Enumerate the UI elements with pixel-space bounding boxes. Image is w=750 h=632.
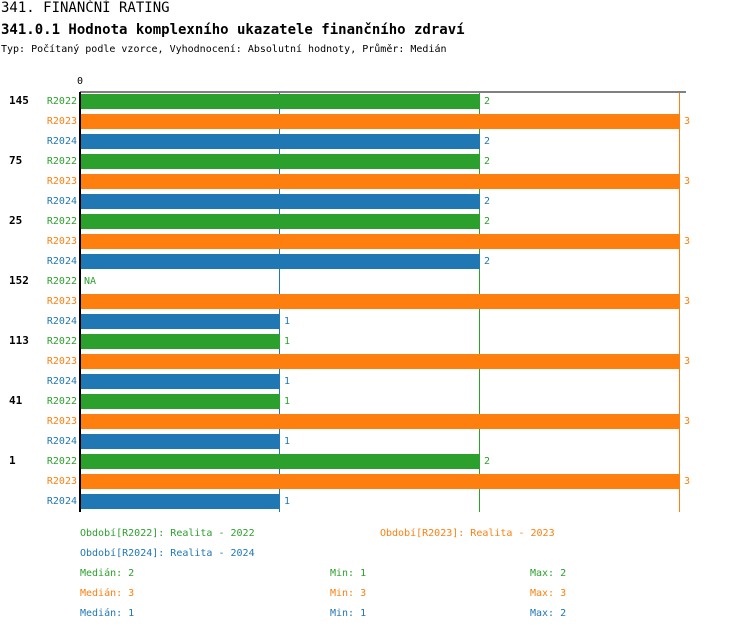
value-label-r2023: 3 <box>684 416 690 427</box>
chart-subtitle: 341.0.1 Hodnota komplexního ukazatele fi… <box>1 22 465 38</box>
group-label: 152 <box>9 274 29 287</box>
x-axis-zero-label: 0 <box>77 76 83 87</box>
group-label: 41 <box>9 394 23 407</box>
bar-r2023-g152 <box>80 294 680 309</box>
bar-r2024-g145 <box>80 134 480 149</box>
value-label-r2022: 2 <box>484 96 490 107</box>
stat-min-r2023: Min: 3 <box>330 588 367 599</box>
value-label-r2022: 1 <box>284 396 290 407</box>
bar-r2022-g145 <box>80 94 480 109</box>
bar-r2024-g113 <box>80 374 280 389</box>
stat-median-r2023: Medián: 3 <box>80 588 135 599</box>
bar-r2023-g113 <box>80 354 680 369</box>
group-label: 25 <box>9 214 22 227</box>
series-label-r2023: R2023 <box>47 116 77 127</box>
group-label: 113 <box>9 334 29 347</box>
series-label-r2023: R2023 <box>47 356 77 367</box>
bar-r2023-g145 <box>80 114 680 129</box>
bar-r2022-g75 <box>80 154 480 169</box>
stat-median-r2022: Medián: 2 <box>80 568 135 579</box>
bar-r2023-g1 <box>80 474 680 489</box>
series-label-r2024: R2024 <box>47 136 77 147</box>
value-label-r2023: 3 <box>684 116 690 127</box>
bar-r2024-g41 <box>80 434 280 449</box>
bar-r2022-g113 <box>80 334 280 349</box>
value-label-r2022: 1 <box>284 336 290 347</box>
bar-r2023-g25 <box>80 234 680 249</box>
series-label-r2024: R2024 <box>47 376 77 387</box>
series-label-r2022: R2022 <box>47 336 77 347</box>
bar-r2024-g75 <box>80 194 480 209</box>
value-label-r2023: 3 <box>684 176 690 187</box>
bar-r2022-g41 <box>80 394 280 409</box>
value-label-r2022: NA <box>84 276 96 287</box>
value-label-r2022: 2 <box>484 456 490 467</box>
value-label-r2024: 1 <box>284 376 290 387</box>
legend-period-r2023: Období[R2023]: Realita - 2023 <box>380 528 555 539</box>
bar-r2023-g75 <box>80 174 680 189</box>
bar-r2022-g1 <box>80 454 480 469</box>
series-label-r2023: R2023 <box>47 296 77 307</box>
value-label-r2023: 3 <box>684 296 690 307</box>
value-label-r2024: 2 <box>484 136 490 147</box>
series-label-r2022: R2022 <box>47 456 77 467</box>
group-label: 1 <box>9 454 16 467</box>
value-label-r2024: 1 <box>284 436 290 447</box>
series-label-r2022: R2022 <box>47 156 77 167</box>
value-label-r2024: 2 <box>484 256 490 267</box>
bar-r2022-g25 <box>80 214 480 229</box>
group-label: 145 <box>9 94 29 107</box>
value-label-r2022: 2 <box>484 216 490 227</box>
series-label-r2023: R2023 <box>47 176 77 187</box>
value-label-r2024: 2 <box>484 196 490 207</box>
stat-median-r2024: Medián: 1 <box>80 608 135 619</box>
page-title: 341. FINANČNÍ RATING <box>1 0 170 16</box>
value-label-r2022: 2 <box>484 156 490 167</box>
series-label-r2023: R2023 <box>47 476 77 487</box>
stat-min-r2022: Min: 1 <box>330 568 367 579</box>
series-label-r2024: R2024 <box>47 496 77 507</box>
stat-max-r2022: Max: 2 <box>530 568 567 579</box>
series-label-r2022: R2022 <box>47 96 77 107</box>
series-label-r2022: R2022 <box>47 216 77 227</box>
series-label-r2024: R2024 <box>47 256 77 267</box>
series-label-r2024: R2024 <box>47 316 77 327</box>
stat-max-r2024: Max: 2 <box>530 608 567 619</box>
series-label-r2024: R2024 <box>47 436 77 447</box>
value-label-r2023: 3 <box>684 476 690 487</box>
legend-period-r2022: Období[R2022]: Realita - 2022 <box>80 528 255 539</box>
value-label-r2024: 1 <box>284 496 290 507</box>
bar-r2024-g1 <box>80 494 280 509</box>
chart-meta: Typ: Počítaný podle vzorce, Vyhodnocení:… <box>1 44 447 55</box>
bar-r2024-g152 <box>80 314 280 329</box>
series-label-r2022: R2022 <box>47 276 77 287</box>
stat-max-r2023: Max: 3 <box>530 588 567 599</box>
series-label-r2022: R2022 <box>47 396 77 407</box>
bar-r2024-g25 <box>80 254 480 269</box>
group-label: 75 <box>9 154 22 167</box>
legend-period-r2024: Období[R2024]: Realita - 2024 <box>80 548 255 559</box>
series-label-r2024: R2024 <box>47 196 77 207</box>
value-label-r2023: 3 <box>684 236 690 247</box>
series-label-r2023: R2023 <box>47 236 77 247</box>
series-label-r2023: R2023 <box>47 416 77 427</box>
value-label-r2024: 1 <box>284 316 290 327</box>
stat-min-r2024: Min: 1 <box>330 608 367 619</box>
value-label-r2023: 3 <box>684 356 690 367</box>
bar-r2023-g41 <box>80 414 680 429</box>
